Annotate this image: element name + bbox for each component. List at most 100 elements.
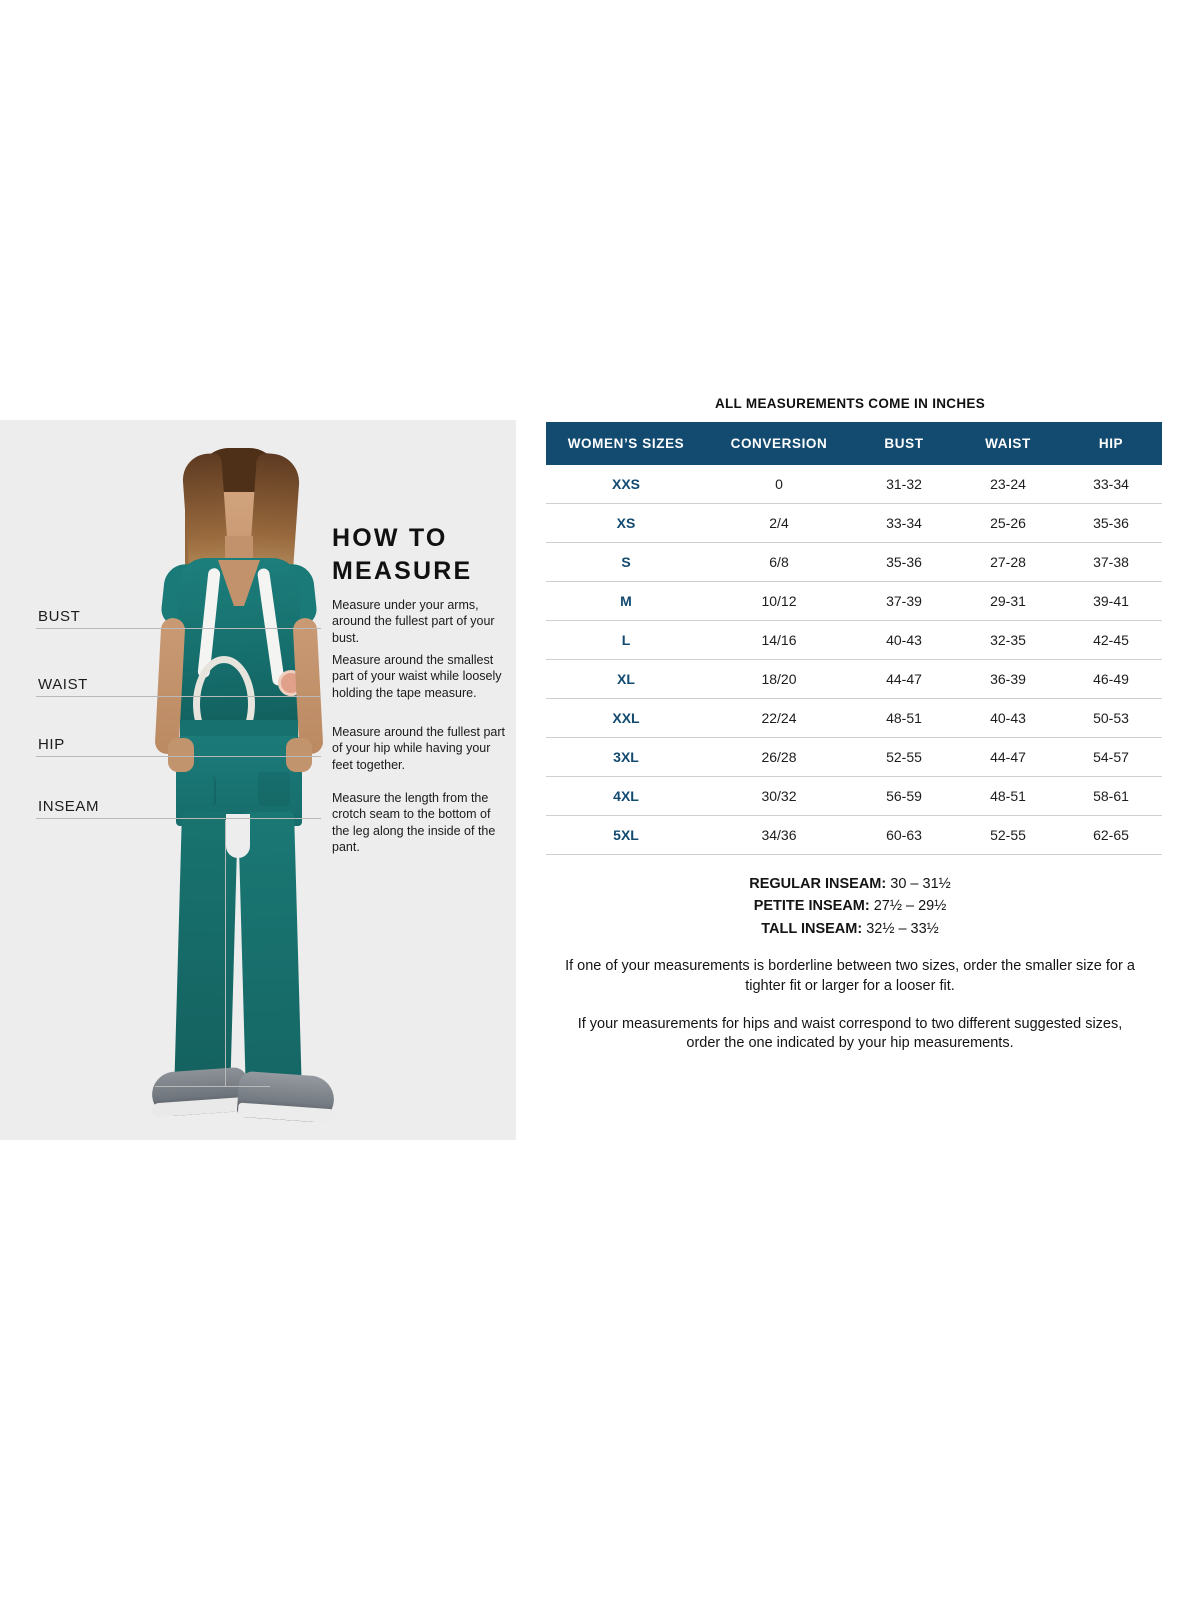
measurement-cell: 42-45	[1060, 620, 1162, 660]
measurement-cell: 33-34	[852, 503, 956, 543]
measurement-cell: 27-28	[956, 542, 1060, 582]
measurement-cell: 35-36	[852, 542, 956, 582]
measurement-cell: 0	[706, 465, 852, 504]
size-label-cell: XL	[546, 659, 706, 699]
measure-label-hip: HIP	[38, 736, 65, 753]
model-pocket-left	[188, 776, 216, 806]
description-waist: Measure around the smallest part of your…	[332, 653, 502, 700]
measurement-cell: 40-43	[956, 698, 1060, 738]
description-hip: Measure around the fullest part of your …	[332, 725, 506, 772]
hip-guide-line	[36, 756, 321, 757]
inseam-bottom-tick	[155, 1086, 270, 1087]
how-to-measure-panel: BUST WAIST HIP INSEAM	[0, 420, 516, 1140]
model-crotch-gap	[226, 814, 250, 858]
table-caption: ALL MEASUREMENTS COME IN INCHES	[714, 396, 986, 411]
size-label-cell: XXS	[546, 465, 706, 504]
measurement-cell: 40-43	[852, 620, 956, 660]
measurement-cell: 50-53	[1060, 698, 1162, 738]
measurement-cell: 22/24	[706, 698, 852, 738]
measurement-cell: 44-47	[852, 659, 956, 699]
table-row: XXL 22/24 48-51 40-43 50-53	[546, 698, 1162, 738]
inseam-guide-line	[36, 818, 321, 819]
inseam-list: REGULAR INSEAM: 30 – 31½ PETITE INSEAM: 2…	[540, 873, 1160, 940]
size-label-cell: XXL	[546, 698, 706, 738]
inseam-row: PETITE INSEAM: 27½ – 29½	[540, 895, 1160, 917]
column-header-0: WOMEN’S SIZES	[546, 422, 706, 465]
measurement-cell: 46-49	[1060, 659, 1162, 699]
model-pant-hips	[176, 736, 302, 826]
description-bust: Measure under your arms, around the full…	[332, 598, 495, 645]
table-header-row: WOMEN’S SIZES CONVERSION BUST WAIST HIP	[546, 422, 1162, 465]
measurement-cell: 37-39	[852, 581, 956, 621]
measurement-cell: 37-38	[1060, 542, 1162, 582]
size-label-cell: 5XL	[546, 815, 706, 855]
measurement-cell: 33-34	[1060, 465, 1162, 504]
measurement-cell: 52-55	[956, 815, 1060, 855]
measurement-cell: 36-39	[956, 659, 1060, 699]
inseam-vertical-line	[225, 820, 226, 1086]
table-row: XS 2/4 33-34 25-26 35-36	[546, 503, 1162, 543]
table-row: 4XL 30/32 56-59 48-51 58-61	[546, 776, 1162, 816]
table-body: XXS 0 31-32 23-24 33-34 XS 2/4 33-34 25-26 35-36 S…	[546, 465, 1162, 855]
inseam-value: 27½ – 29½	[873, 898, 947, 915]
table-row: 3XL 26/28 52-55 44-47 54-57	[546, 737, 1162, 777]
measure-label-waist: WAIST	[38, 676, 88, 693]
bust-guide-line	[36, 628, 321, 629]
measurement-cell: 52-55	[852, 737, 956, 777]
size-chart-table: WOMEN’S SIZES CONVERSION BUST WAIST HIP XXS 0…	[546, 422, 1162, 855]
model-pocket-right	[258, 772, 290, 806]
measurement-cell: 54-57	[1060, 737, 1162, 777]
measurement-cell: 25-26	[956, 503, 1060, 543]
column-header-2: BUST	[852, 422, 956, 465]
inseam-label: TALL INSEAM:	[761, 920, 867, 937]
measurement-cell: 23-24	[956, 465, 1060, 504]
size-label-cell: 4XL	[546, 776, 706, 816]
size-label-cell: XS	[546, 503, 706, 543]
table-row: XXS 0 31-32 23-24 33-34	[546, 465, 1162, 504]
measurement-cell: 2/4	[706, 503, 852, 543]
size-label-cell: L	[546, 620, 706, 660]
table-row: XL 18/20 44-47 36-39 46-49	[546, 659, 1162, 699]
measurement-cell: 44-47	[956, 737, 1060, 777]
measurement-cell: 48-51	[852, 698, 956, 738]
measurement-cell: 14/16	[706, 620, 852, 660]
column-header-1: CONVERSION	[706, 422, 852, 465]
page-title: HOW TO MEASURE	[332, 524, 473, 585]
measurement-cell: 56-59	[852, 776, 956, 816]
measurement-cell: 62-65	[1060, 815, 1162, 855]
size-label-cell: M	[546, 581, 706, 621]
inseam-row: REGULAR INSEAM: 30 – 31½	[540, 873, 1160, 895]
size-label-cell: 3XL	[546, 737, 706, 777]
measurement-cell: 6/8	[706, 542, 852, 582]
inseam-value: 30 – 31½	[890, 876, 951, 892]
measurement-cell: 58-61	[1060, 776, 1162, 816]
table-row: 5XL 34/36 60-63 52-55 62-65	[546, 815, 1162, 855]
measurement-cell: 26/28	[706, 737, 852, 777]
model-hand-left	[168, 738, 194, 772]
measurement-cell: 18/20	[706, 659, 852, 699]
model-illustration	[0, 420, 516, 1140]
column-header-3: WAIST	[956, 422, 1060, 465]
table-row: L 14/16 40-43 32-35 42-45	[546, 620, 1162, 660]
measure-label-inseam: INSEAM	[38, 798, 100, 815]
inseam-row: TALL INSEAM: 32½ – 33½	[540, 918, 1160, 940]
measurement-cell: 34/36	[706, 815, 852, 855]
note-hip-priority: If your measurements for hips and waist …	[577, 1015, 1123, 1052]
measurement-cell: 48-51	[956, 776, 1060, 816]
waist-guide-line	[36, 696, 321, 697]
inseam-label: REGULAR INSEAM:	[749, 876, 891, 892]
model-hand-right	[286, 738, 312, 772]
measurement-cell: 35-36	[1060, 503, 1162, 543]
size-label-cell: S	[546, 542, 706, 582]
table-row: M 10/12 37-39 29-31 39-41	[546, 581, 1162, 621]
inseam-label: PETITE INSEAM:	[753, 898, 874, 915]
description-inseam: Measure the length from the crotch seam …	[332, 791, 496, 854]
measurement-cell: 30/32	[706, 776, 852, 816]
column-header-4: HIP	[1060, 422, 1162, 465]
table-row: S 6/8 35-36 27-28 37-38	[546, 542, 1162, 582]
measurement-cell: 39-41	[1060, 581, 1162, 621]
measure-label-bust: BUST	[38, 608, 81, 625]
model-pant-leg-right	[238, 811, 302, 1097]
size-table-panel: ALL MEASUREMENTS COME IN INCHES WOMEN’S …	[540, 396, 1162, 1054]
